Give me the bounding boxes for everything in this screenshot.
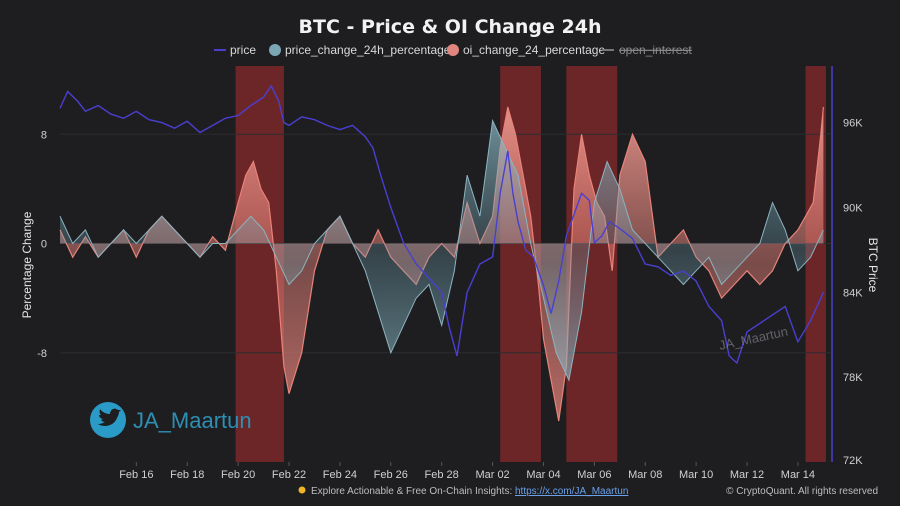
y-left-tick-label: 8 bbox=[41, 129, 47, 141]
brand-badge: JA_Maartun bbox=[90, 402, 252, 438]
y-right-tick-label: 90K bbox=[843, 202, 863, 214]
x-axis-ticks: Feb 16 Feb 18 Feb 20 Feb 22 Feb 24 Feb 26 Feb … bbox=[119, 462, 815, 481]
brand-handle: JA_Maartun bbox=[133, 408, 252, 433]
y-axis-right-label: BTC Price bbox=[866, 238, 880, 293]
legend-label-price: price bbox=[230, 43, 256, 57]
legend-label-oi-change: oi_change_24_percentage bbox=[463, 43, 605, 57]
x-tick-label: Feb 18 bbox=[170, 469, 204, 481]
x-tick-label: Feb 20 bbox=[221, 469, 255, 481]
legend-item-price-change[interactable]: price_change_24h_percentage bbox=[269, 43, 451, 57]
x-tick-label: Mar 10 bbox=[679, 469, 713, 481]
x-tick-label: Mar 04 bbox=[526, 469, 560, 481]
y-left-tick-label: -8 bbox=[37, 348, 47, 360]
x-tick-label: Mar 14 bbox=[781, 469, 815, 481]
x-tick-label: Feb 16 bbox=[119, 469, 153, 481]
legend-label-open-interest: open_interest bbox=[619, 43, 692, 57]
legend-item-open-interest[interactable]: open_interest bbox=[602, 43, 692, 57]
legend-item-price[interactable]: price bbox=[214, 43, 256, 57]
legend: price price_change_24h_percentage oi_cha… bbox=[214, 43, 692, 57]
bell-icon bbox=[298, 486, 306, 494]
twitter-bird-icon bbox=[90, 402, 126, 438]
footer-copyright: © CryptoQuant. All rights reserved bbox=[726, 486, 878, 497]
footer-link[interactable]: https://x.com/JA_Maartun bbox=[515, 486, 628, 497]
price-change-line bbox=[59, 118, 824, 382]
x-tick-label: Feb 28 bbox=[425, 469, 459, 481]
oi-change-area bbox=[60, 107, 824, 421]
x-tick-label: Mar 02 bbox=[475, 469, 509, 481]
price-series bbox=[59, 84, 825, 365]
y-right-tick-label: 72K bbox=[843, 455, 863, 467]
y-left-tick-label: 0 bbox=[41, 239, 47, 251]
price-line bbox=[59, 84, 825, 365]
y-right-tick-label: 84K bbox=[843, 287, 863, 299]
y-axis-left-label: Percentage Change bbox=[20, 211, 34, 318]
chart-title: BTC - Price & OI Change 24h bbox=[299, 16, 602, 38]
y-axis-right-ticks: 96K 90K 84K 78K 72K bbox=[843, 118, 863, 467]
x-tick-label: Mar 06 bbox=[577, 469, 611, 481]
legend-item-oi-change[interactable]: oi_change_24_percentage bbox=[447, 43, 605, 57]
x-tick-label: Feb 26 bbox=[374, 469, 408, 481]
y-right-tick-label: 96K bbox=[843, 118, 863, 130]
legend-label-price-change: price_change_24h_percentage bbox=[285, 43, 451, 57]
footer: Explore Actionable & Free On-Chain Insig… bbox=[298, 486, 878, 497]
x-tick-label: Feb 24 bbox=[323, 469, 357, 481]
price-change-series bbox=[59, 118, 824, 382]
footer-text: Explore Actionable & Free On-Chain Insig… bbox=[311, 486, 628, 497]
x-tick-label: Mar 12 bbox=[730, 469, 764, 481]
x-tick-label: Feb 22 bbox=[272, 469, 306, 481]
y-right-tick-label: 78K bbox=[843, 372, 863, 384]
y-axis-left-ticks: 8 0 -8 bbox=[37, 129, 47, 359]
price-change-area bbox=[60, 120, 824, 381]
x-tick-label: Mar 08 bbox=[628, 469, 662, 481]
